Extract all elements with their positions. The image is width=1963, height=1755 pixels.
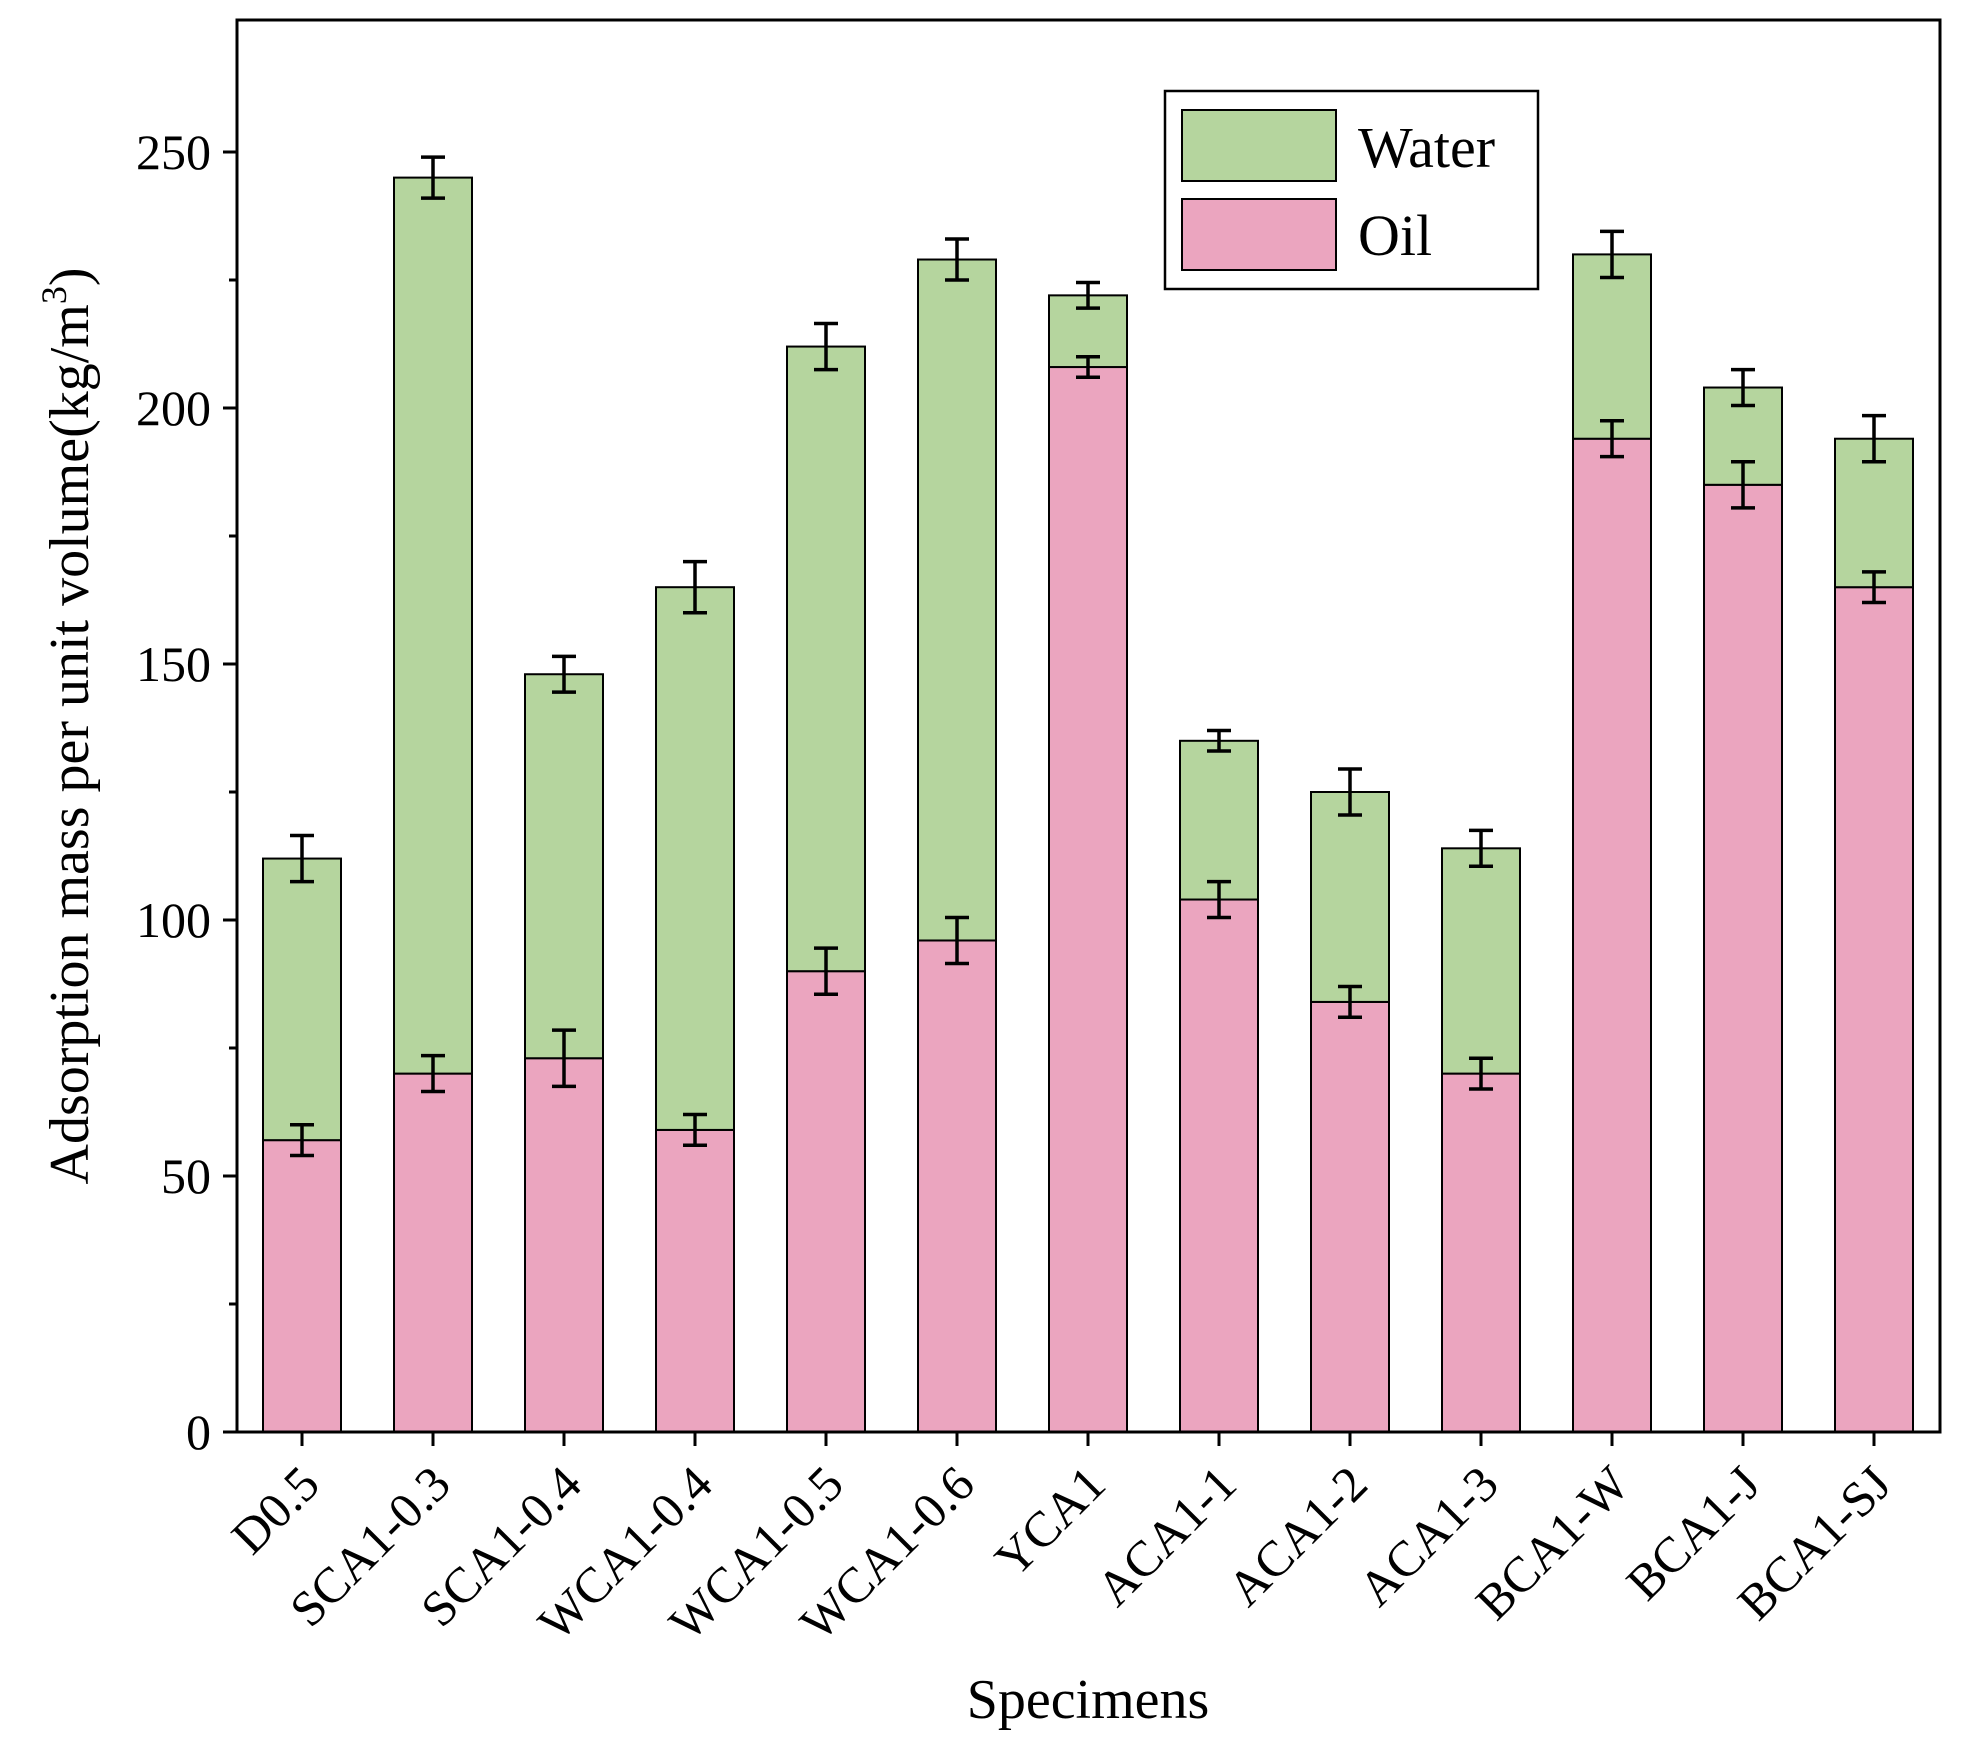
error-bar-oil-YCA1 [1076,355,1100,380]
bar-oil-YCA1 [1048,366,1128,1433]
error-bar-oil-ACA1-1 [1207,879,1231,920]
y-tick-label-200: 200 [136,380,211,436]
y-axis-title-suffix: ) [39,267,101,286]
y-tick-label-0: 0 [186,1404,211,1460]
bar-water-ACA1-2 [1310,791,1390,1003]
error-bar-water-WCA1-0.6 [945,237,969,282]
error-bar-water-BCA1-W [1600,229,1624,280]
bar-water-WCA1-0.6 [917,258,997,942]
error-bar-oil-ACA1-2 [1338,984,1362,1020]
error-bar-water-WCA1-0.5 [814,321,838,372]
error-bar-water-SCA1-0.4 [552,654,576,694]
bar-water-WCA1-0.4 [655,586,735,1131]
error-bar-oil-WCA1-0.4 [683,1112,707,1148]
bar-oil-ACA1-3 [1441,1072,1521,1433]
bar-oil-BCA1-SJ [1834,586,1914,1433]
bar-water-WCA1-0.5 [786,345,866,973]
y-axis: 0 50 100 150 200 250 [136,124,237,1460]
error-bar-water-BCA1-J [1731,367,1755,408]
bar-oil-WCA1-0.6 [917,939,997,1433]
error-bar-water-ACA1-1 [1207,728,1231,753]
error-bar-water-BCA1-SJ [1862,413,1886,464]
bar-oil-ACA1-1 [1179,898,1259,1433]
error-bar-water-ACA1-2 [1338,767,1362,817]
bars-layer [262,176,1914,1434]
legend: Water Oil [1163,89,1540,291]
y-tick-label-50: 50 [161,1148,211,1204]
y-axis-title-main: Adsorption mass per unit volume(kg/m [39,304,101,1184]
bar-water-BCA1-W [1572,253,1652,440]
error-bar-water-D0.5 [290,833,314,884]
bar-water-ACA1-1 [1179,739,1259,901]
y-axis-title-superscript: 3 [34,286,74,304]
legend-swatch-oil [1181,198,1337,271]
error-bar-oil-D0.5 [290,1123,314,1158]
y-tick-label-100: 100 [136,892,211,948]
y-tick-label-250: 250 [136,124,211,180]
bar-water-SCA1-0.4 [524,673,604,1060]
bar-water-ACA1-3 [1441,847,1521,1075]
legend-label-water: Water [1358,115,1495,180]
error-bar-oil-SCA1-0.4 [552,1028,576,1089]
error-bar-oil-BCA1-W [1600,419,1624,459]
bar-oil-D0.5 [262,1139,342,1434]
error-bars-layer [290,155,1886,1158]
error-bar-water-WCA1-0.4 [683,559,707,615]
x-axis: D0.5SCA1-0.3SCA1-0.4WCA1-0.4WCA1-0.5WCA1… [220,1432,1902,1651]
bar-water-D0.5 [262,857,342,1142]
legend-swatch-water [1181,109,1337,182]
error-bar-oil-WCA1-0.5 [814,946,838,996]
bar-oil-SCA1-0.4 [524,1057,604,1433]
y-tick-label-150: 150 [136,636,211,692]
y-axis-title: Adsorption mass per unit volume(kg/m3) [34,267,101,1184]
x-axis-title: Specimens [967,1669,1210,1731]
x-tick-label-D0.5: D0.5 [220,1455,329,1564]
bar-oil-BCA1-J [1703,483,1783,1433]
legend-label-oil: Oil [1358,203,1432,268]
error-bar-oil-WCA1-0.6 [945,915,969,966]
bar-oil-WCA1-0.4 [655,1128,735,1434]
bar-oil-WCA1-0.5 [786,970,866,1433]
bar-oil-BCA1-W [1572,437,1652,1434]
bar-oil-SCA1-0.3 [393,1072,473,1433]
error-bar-oil-ACA1-3 [1469,1056,1493,1091]
x-tick-label-ACA1-1: ACA1-1 [1085,1455,1246,1616]
error-bar-oil-SCA1-0.3 [421,1053,445,1094]
bar-water-SCA1-0.3 [393,176,473,1075]
error-bar-water-YCA1 [1076,280,1100,310]
error-bar-oil-BCA1-SJ [1862,570,1886,605]
error-bar-water-ACA1-3 [1469,828,1493,868]
error-bar-oil-BCA1-J [1731,460,1755,510]
bar-oil-ACA1-2 [1310,1000,1390,1433]
x-tick-label-ACA1-2: ACA1-2 [1216,1455,1377,1616]
error-bar-water-SCA1-0.3 [421,155,445,200]
